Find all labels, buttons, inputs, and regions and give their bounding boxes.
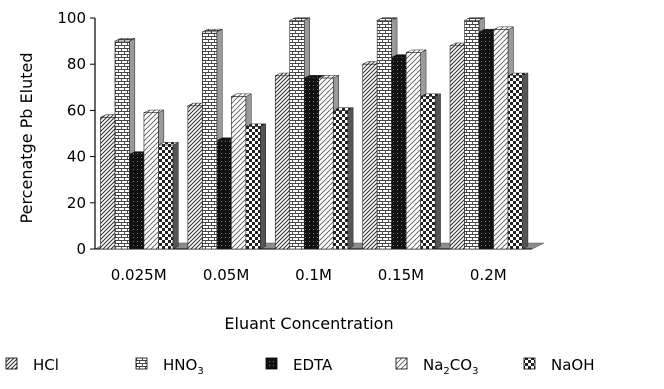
bar [245,123,266,250]
bar [332,107,354,250]
legend-label: HNO3 [163,356,204,377]
y-tick-label: 20 [67,194,86,212]
legend-label: NaOH [551,356,595,374]
y-tick-label: 40 [67,148,86,166]
legend-swatch [135,357,148,370]
y-axis-title: Percenatge Pb Eluted [17,53,36,224]
bars [100,17,529,250]
bar [507,72,529,250]
legend-item: HCl [5,356,59,374]
legend: HCl HNO3 EDTA Na2CO3 NaOH [5,356,595,377]
legend-item: NaOH [523,356,595,374]
bar [158,141,179,250]
x-axis-title: Eluant Concentration [224,314,393,333]
y-tick-label: 60 [67,101,86,119]
x-tick-label: 0.15M [378,266,424,284]
bar [420,93,441,250]
legend-swatch [523,357,536,370]
legend-label: HCl [33,356,59,374]
legend-swatch [5,357,18,370]
x-tick-label: 0.05M [203,266,249,284]
legend-label: EDTA [293,356,333,374]
tick-labels: 0 20 40 60 80 100 0.025M 0.05M 0.1M 0.15M 0.2M [57,9,506,284]
y-tick-label: 100 [57,9,86,27]
legend-item: HNO3 [135,356,204,377]
x-tick-label: 0.025M [111,266,167,284]
legend-swatch [395,357,408,370]
legend-item: EDTA [265,356,333,374]
x-tick-label: 0.1M [295,266,332,284]
legend-item: Na2CO3 [395,356,478,377]
y-tick-label: 80 [67,55,86,73]
y-tick-label: 0 [76,240,86,258]
legend-label: Na2CO3 [423,356,478,377]
x-tick-label: 0.2M [470,266,507,284]
legend-swatch [265,357,278,370]
